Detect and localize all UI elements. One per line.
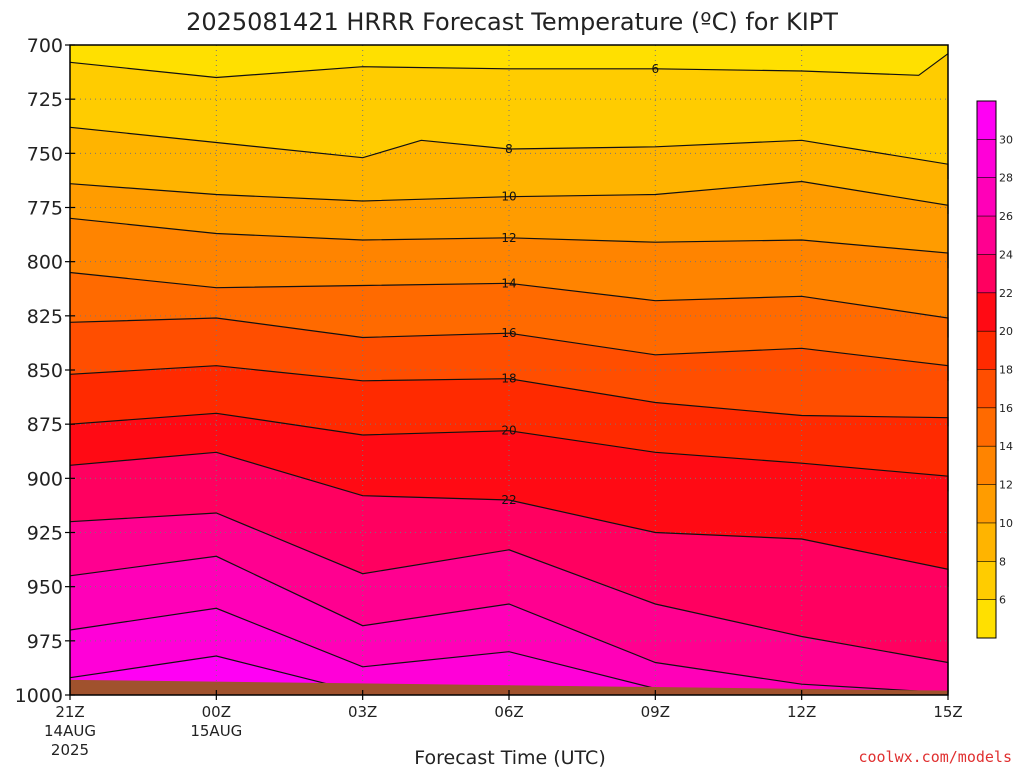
colorbar-swatch — [977, 292, 996, 332]
colorbar-tick-label: 16 — [999, 402, 1013, 415]
plot-area: 6 8 10 12 14 16 18 20 22 — [69, 44, 949, 696]
contour-line-22 — [69, 451, 949, 587]
contour-line-18 — [69, 365, 949, 427]
y-tick-label: 850 — [27, 360, 63, 382]
ground-surface — [70, 679, 948, 695]
contour-line-6 — [69, 53, 949, 79]
x-tick-label: 15Z — [933, 703, 962, 721]
colorbar: 6 8 10 12 14 16 18 20 22 24 26 28 30 — [976, 100, 1013, 639]
colorbar-swatch — [977, 561, 996, 600]
contour-label-10: 10 — [501, 190, 516, 204]
contour-label-8: 8 — [505, 142, 513, 156]
x-tick-label: 12Z — [787, 703, 816, 721]
y-tick-label: 725 — [27, 89, 63, 111]
colorbar-swatch — [977, 599, 996, 638]
y-tick-label: 925 — [27, 523, 63, 545]
contour-line-26 — [69, 555, 949, 694]
chart-title: 2025081421 HRRR Forecast Temperature (ºC… — [186, 8, 838, 36]
y-tick-label: 825 — [27, 306, 63, 328]
colorbar-tick-label: 8 — [999, 555, 1006, 568]
contour-label-18: 18 — [501, 372, 516, 386]
contour-label-16: 16 — [501, 326, 516, 340]
colorbar-tick-label: 14 — [999, 440, 1013, 453]
y-tick-label: 750 — [27, 143, 63, 165]
colorbar-swatch — [977, 177, 996, 217]
colorbar-tick-label: 24 — [999, 248, 1013, 261]
colorbar-tick-label: 28 — [999, 172, 1013, 185]
colorbar-swatch — [977, 522, 996, 562]
y-tick-label: 775 — [27, 198, 63, 220]
y-tick-label: 1000 — [15, 685, 63, 707]
y-tick-label: 800 — [27, 252, 63, 274]
y-axis: 700 725 750 775 800 825 850 875 900 925 950 975 1000 — [15, 35, 75, 707]
colorbar-swatch — [977, 331, 996, 370]
contour-line-24 — [69, 512, 949, 693]
credit-text: coolwx.com/models — [858, 748, 1012, 766]
y-tick-label: 900 — [27, 468, 63, 490]
grid — [70, 45, 948, 695]
colorbar-tick-label: 26 — [999, 210, 1013, 223]
contour-label-22: 22 — [501, 493, 516, 507]
colorbar-tick-label: 22 — [999, 287, 1013, 300]
contour-line-8 — [69, 126, 949, 180]
colorbar-swatch — [977, 446, 996, 485]
colorbar-swatch — [977, 254, 996, 293]
colorbar-swatch — [977, 407, 996, 447]
x-tick-label: 00Z — [202, 703, 231, 721]
colorbar-swatch — [977, 139, 996, 178]
contour-label-14: 14 — [501, 276, 516, 290]
colorbar-tick-label: 18 — [999, 364, 1013, 377]
x-tick-year: 2025 — [51, 741, 89, 759]
x-tick-label: 03Z — [348, 703, 377, 721]
contour-line-12 — [69, 217, 949, 269]
y-tick-label: 950 — [27, 577, 63, 599]
x-tick-label: 06Z — [494, 703, 523, 721]
x-tick-date: 15AUG — [190, 722, 242, 740]
contour-label-20: 20 — [501, 424, 516, 438]
colorbar-tick-label: 10 — [999, 517, 1013, 530]
y-tick-label: 975 — [27, 631, 63, 653]
colorbar-swatch — [977, 216, 996, 255]
x-axis-label: Forecast Time (UTC) — [414, 747, 605, 768]
x-tick-date: 14AUG — [44, 722, 96, 740]
contour-label-12: 12 — [501, 231, 516, 245]
colorbar-swatch — [977, 369, 996, 408]
x-tick-label: 09Z — [641, 703, 670, 721]
colorbar-tick-label: 12 — [999, 479, 1013, 492]
contour-line-14 — [69, 271, 949, 338]
contour-line-10 — [69, 180, 949, 214]
contour-line-16 — [69, 317, 949, 381]
contour-line-20 — [69, 412, 949, 492]
y-tick-label: 700 — [27, 35, 63, 57]
x-tick-label: 21Z — [55, 703, 84, 721]
colorbar-swatch — [977, 101, 996, 140]
y-tick-label: 875 — [27, 414, 63, 436]
colorbar-tick-label: 6 — [999, 594, 1006, 607]
colorbar-tick-label: 20 — [999, 325, 1013, 338]
colorbar-tick-label: 30 — [999, 133, 1013, 146]
colorbar-swatch — [977, 484, 996, 523]
contour-label-6: 6 — [652, 62, 660, 76]
